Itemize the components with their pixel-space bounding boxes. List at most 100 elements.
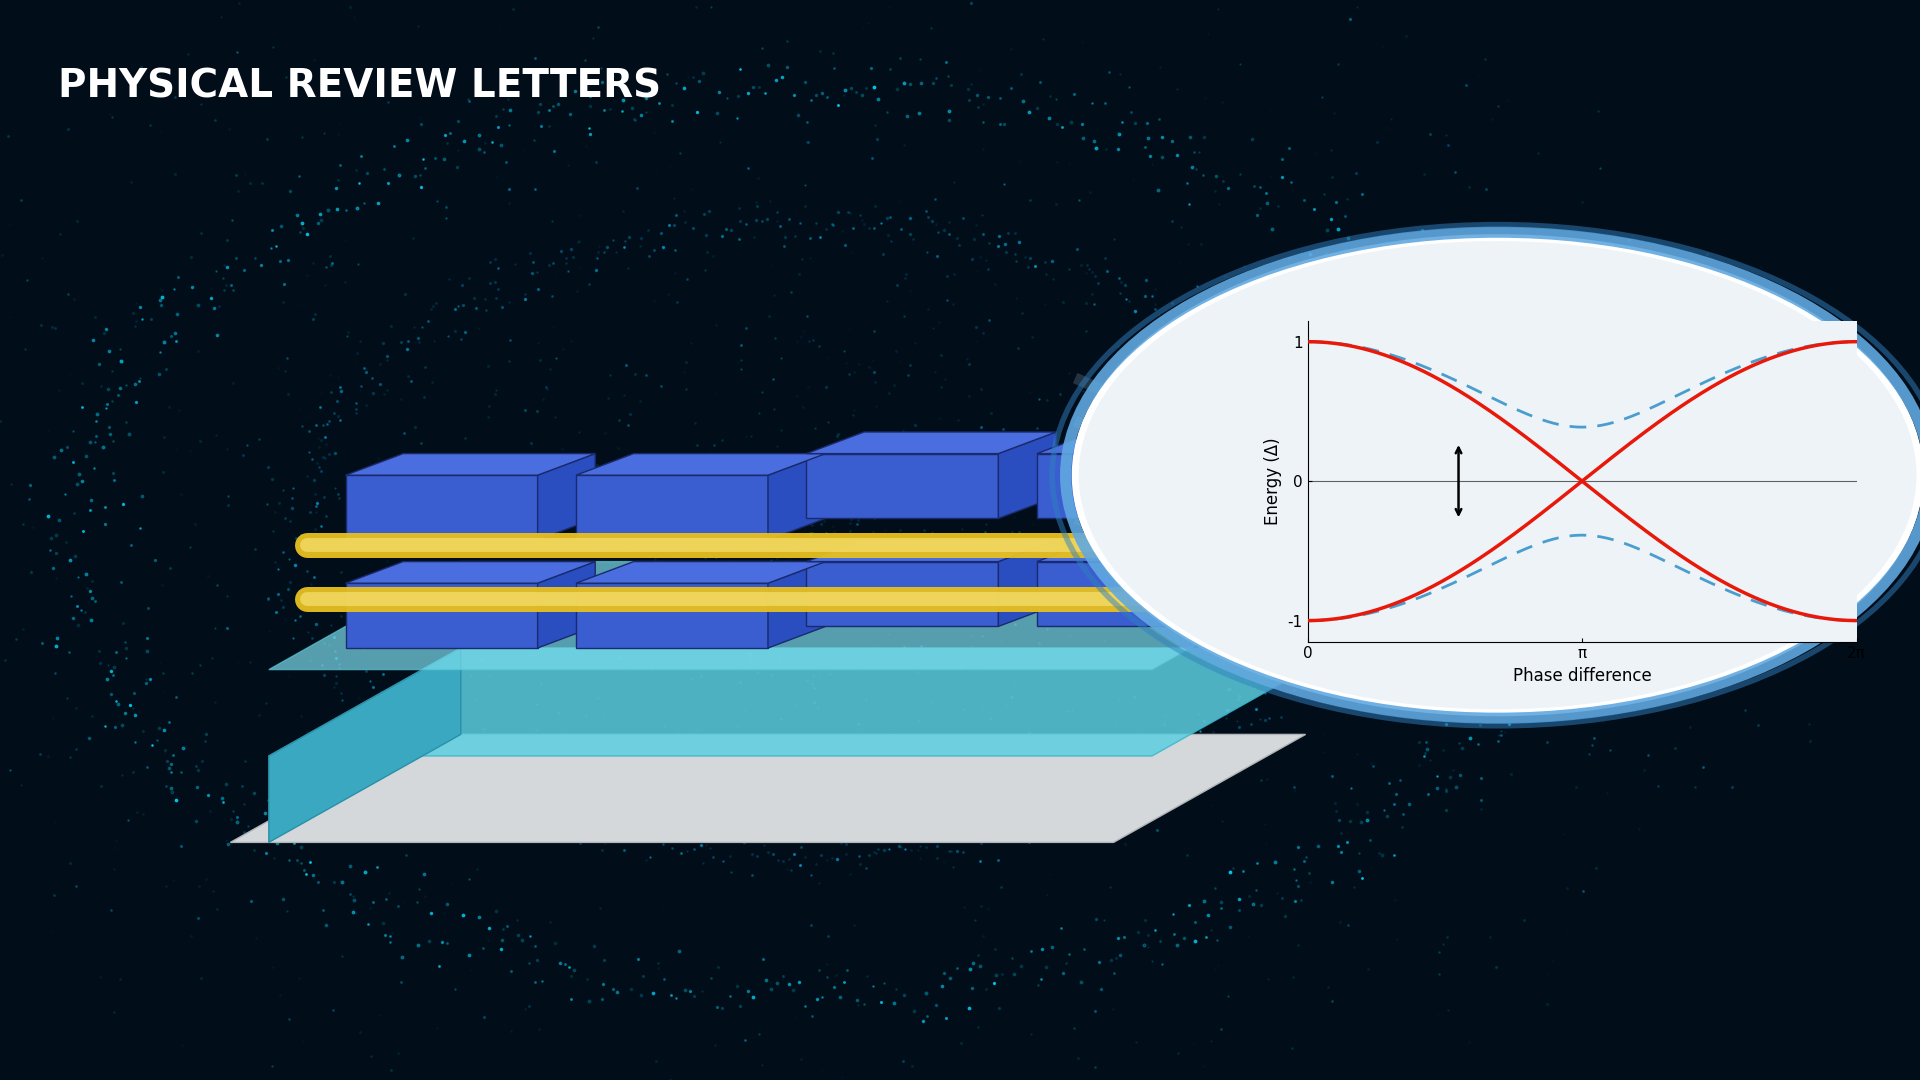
Point [1469, 699, 1500, 716]
Point [1235, 662, 1265, 679]
Point [703, 532, 733, 550]
Point [780, 202, 810, 219]
Point [733, 737, 764, 754]
Point [213, 121, 244, 138]
Point [516, 660, 547, 677]
Point [225, 361, 255, 378]
Point [845, 721, 876, 739]
Point [866, 214, 897, 231]
Point [1131, 271, 1162, 288]
Point [399, 167, 430, 185]
Point [1062, 241, 1092, 258]
Point [691, 549, 722, 566]
Point [983, 851, 1014, 868]
Point [1208, 490, 1238, 508]
Point [730, 428, 760, 445]
Point [534, 361, 564, 378]
Point [1298, 474, 1329, 491]
Point [1181, 428, 1212, 445]
Point [1471, 180, 1501, 198]
Point [985, 878, 1016, 895]
Point [1498, 378, 1528, 395]
Point [472, 458, 503, 475]
Point [762, 975, 793, 993]
Point [1033, 813, 1064, 831]
Point [1165, 329, 1196, 347]
Point [1361, 134, 1392, 151]
Point [275, 513, 305, 530]
Point [280, 611, 311, 629]
Point [1342, 272, 1373, 289]
Point [315, 256, 346, 273]
Point [1265, 600, 1296, 618]
Point [847, 212, 877, 229]
Point [1430, 715, 1461, 732]
Point [1179, 144, 1210, 161]
Point [929, 221, 960, 239]
Point [1346, 309, 1377, 326]
Point [666, 463, 697, 481]
Point [1284, 435, 1315, 453]
Point [1642, 778, 1672, 795]
Point [457, 451, 488, 469]
Point [876, 232, 906, 249]
Point [831, 823, 862, 840]
Point [695, 0, 726, 16]
Point [1632, 746, 1663, 764]
Point [996, 949, 1027, 967]
Point [417, 374, 447, 391]
Point [100, 839, 131, 856]
Point [1104, 270, 1135, 287]
Point [384, 726, 415, 743]
Point [445, 779, 476, 796]
Point [1588, 390, 1619, 407]
Point [1306, 87, 1336, 105]
Point [776, 550, 806, 567]
Point [968, 225, 998, 242]
Point [778, 517, 808, 535]
Point [117, 700, 148, 717]
Point [828, 1068, 858, 1080]
Point [1223, 902, 1254, 919]
Point [868, 841, 899, 859]
Point [315, 383, 346, 401]
Point [200, 693, 230, 711]
Point [1488, 437, 1519, 455]
Point [159, 166, 190, 184]
Point [814, 530, 845, 548]
Point [991, 696, 1021, 713]
Point [680, 461, 710, 478]
Point [1110, 715, 1140, 732]
Point [461, 299, 492, 316]
Point [1413, 785, 1444, 802]
Point [161, 689, 192, 706]
Point [1332, 229, 1363, 246]
Point [1551, 880, 1582, 897]
Point [975, 833, 1006, 850]
Point [1726, 476, 1757, 494]
Point [1465, 643, 1496, 660]
Point [367, 334, 397, 351]
Point [1617, 228, 1647, 245]
Point [1102, 124, 1133, 141]
Point [968, 95, 998, 112]
Point [1083, 409, 1114, 427]
Point [382, 897, 413, 915]
Point [973, 734, 1004, 752]
Point [396, 597, 426, 615]
Point [958, 954, 989, 971]
Point [401, 700, 432, 717]
Point [186, 225, 217, 242]
Point [1382, 314, 1413, 332]
Point [595, 477, 626, 495]
Point [35, 541, 65, 558]
Point [697, 635, 728, 652]
Point [1281, 531, 1311, 549]
Point [457, 480, 488, 497]
Point [411, 160, 442, 177]
Point [294, 422, 324, 440]
Point [524, 95, 555, 112]
Point [964, 248, 995, 266]
Point [808, 826, 839, 843]
Point [1463, 67, 1494, 84]
